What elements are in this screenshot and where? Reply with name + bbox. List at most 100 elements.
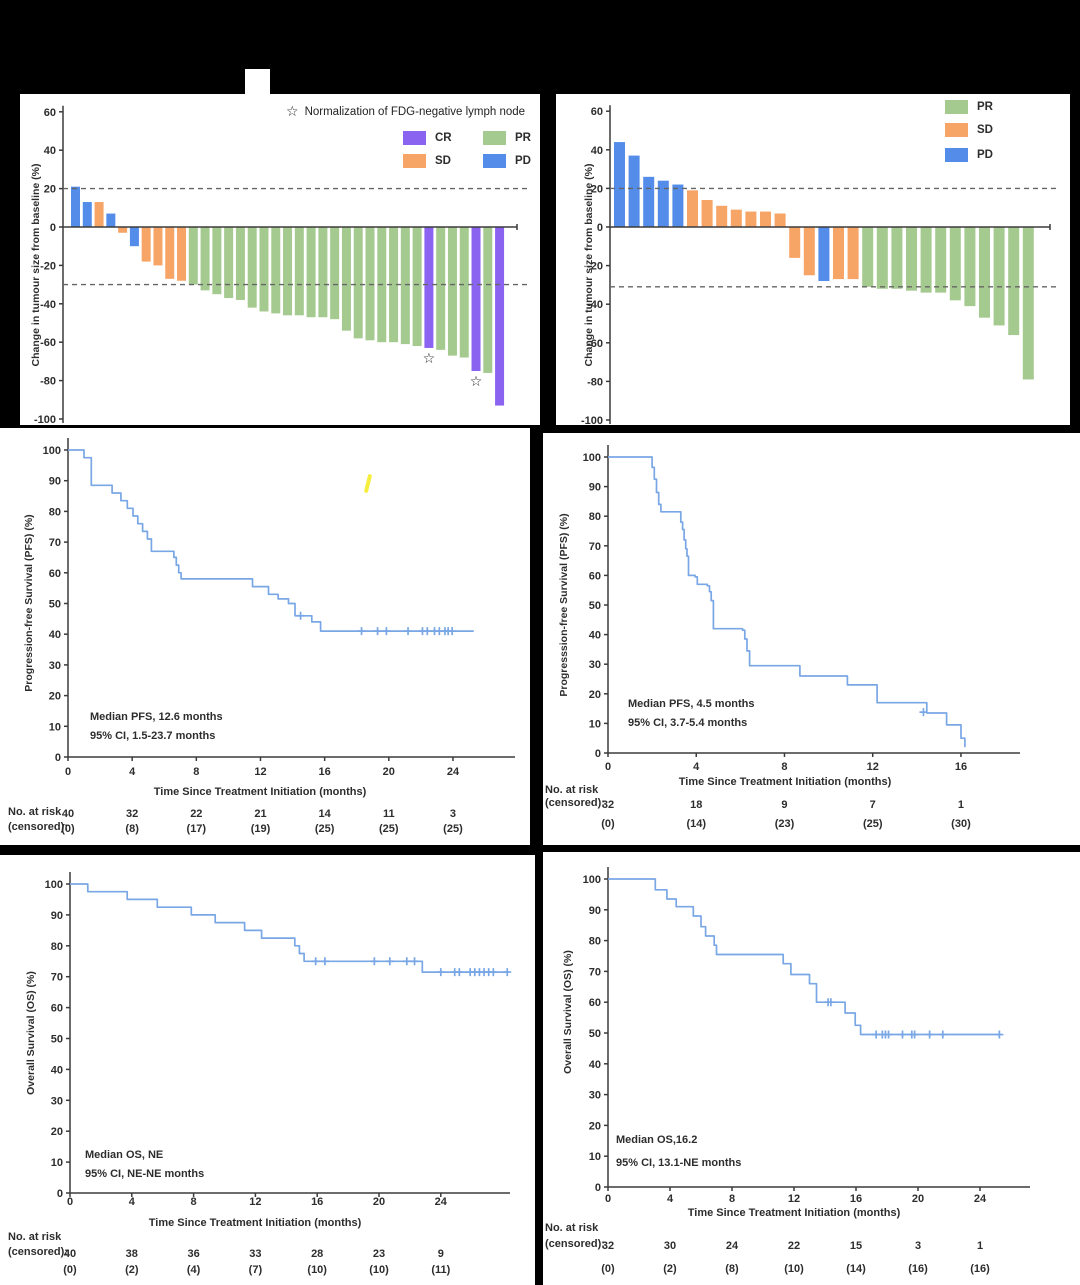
svg-text:-80: -80 — [40, 376, 56, 388]
svg-text:0: 0 — [50, 222, 56, 234]
svg-text:-100: -100 — [581, 415, 603, 425]
svg-text:60: 60 — [51, 1003, 63, 1015]
svg-text:60: 60 — [44, 107, 56, 119]
risk-table-header: No. at risk — [545, 784, 599, 796]
svg-text:0: 0 — [55, 752, 61, 764]
svg-text:21: 21 — [254, 808, 266, 820]
panel-os-left: 0 10 20 30 40 50 60 70 80 90 100 0 40 (0) 4 38 (2) 8 36 (4)… — [0, 855, 535, 1285]
panel-waterfall-right: 60 40 20 0 -20 -40 -60 -80 -100 Change in tumour… — [556, 94, 1070, 425]
median-line: Median PFS, 4.5 months — [628, 698, 755, 710]
svg-text:38: 38 — [126, 1248, 138, 1260]
pd-swatch-icon — [483, 154, 506, 168]
median-annotation: Median PFS, 12.6 months 95% CI, 1.5-23.7… — [90, 708, 223, 746]
svg-text:(2): (2) — [663, 1263, 677, 1275]
svg-text:(11): (11) — [431, 1264, 450, 1276]
pr-swatch-icon — [945, 100, 968, 114]
svg-text:18: 18 — [690, 799, 702, 811]
svg-text:(10): (10) — [784, 1263, 804, 1275]
legend-label-pd: PD — [977, 149, 993, 161]
svg-text:-40: -40 — [587, 299, 603, 311]
legend-item-pd: PD — [483, 154, 531, 168]
svg-text:80: 80 — [49, 506, 61, 518]
svg-text:12: 12 — [254, 766, 266, 778]
y-axis-label: Progresssion-free Survival (PFS) (%) — [558, 513, 570, 697]
svg-text:16: 16 — [955, 761, 967, 773]
svg-text:0: 0 — [605, 761, 611, 773]
svg-text:100: 100 — [43, 445, 61, 457]
svg-text:24: 24 — [726, 1240, 739, 1252]
svg-text:22: 22 — [788, 1240, 800, 1252]
waterfall-right-chart: 60 40 20 0 -20 -40 -60 -80 -100 — [581, 105, 1060, 425]
svg-text:7: 7 — [870, 799, 876, 811]
svg-text:100: 100 — [583, 452, 601, 464]
svg-text:22: 22 — [190, 808, 202, 820]
svg-text:4: 4 — [693, 761, 700, 773]
svg-text:-20: -20 — [40, 260, 56, 272]
svg-text:3: 3 — [450, 808, 456, 820]
svg-text:-80: -80 — [587, 376, 603, 388]
risk-table-header: No. at risk — [8, 806, 62, 818]
svg-text:20: 20 — [589, 689, 601, 701]
svg-text:(14): (14) — [686, 818, 706, 830]
svg-text:20: 20 — [44, 184, 56, 196]
ci-line: 95% CI, NE-NE months — [85, 1168, 205, 1180]
svg-text:3: 3 — [915, 1240, 921, 1252]
y-axis-label: Overall Survival (OS) (%) — [25, 971, 37, 1095]
svg-text:20: 20 — [373, 1196, 385, 1208]
svg-text:40: 40 — [64, 1248, 76, 1260]
x-axis-label: Time Since Treatment Initiation (months) — [153, 786, 367, 798]
svg-text:(25): (25) — [863, 818, 883, 830]
svg-text:60: 60 — [589, 997, 601, 1009]
svg-text:32: 32 — [602, 799, 614, 811]
svg-text:(8): (8) — [125, 823, 139, 835]
svg-text:(8): (8) — [725, 1263, 739, 1275]
svg-text:80: 80 — [589, 936, 601, 948]
ci-line: 95% CI, 3.7-5.4 months — [628, 717, 748, 729]
panel-waterfall-left: 60 40 20 0 -20 -40 -60 -80 -100 ☆ ☆ Change in tumo… — [20, 94, 540, 425]
legend-item-sd: SD — [403, 154, 451, 168]
svg-text:8: 8 — [191, 1196, 197, 1208]
svg-text:(4): (4) — [187, 1264, 201, 1276]
svg-text:(10): (10) — [307, 1264, 327, 1276]
legend-item-pr: PR — [945, 100, 993, 114]
legend-item-pd: PD — [945, 148, 993, 162]
waterfall-left-chart: 60 40 20 0 -20 -40 -60 -80 -100 ☆ ☆ — [34, 105, 527, 425]
svg-text:90: 90 — [589, 905, 601, 917]
svg-text:90: 90 — [589, 482, 601, 494]
median-annotation: Median OS, NE 95% CI, NE-NE months — [85, 1146, 204, 1184]
svg-text:70: 70 — [589, 541, 601, 553]
svg-text:40: 40 — [49, 629, 61, 641]
svg-text:16: 16 — [319, 766, 331, 778]
svg-text:(2): (2) — [125, 1264, 139, 1276]
svg-text:40: 40 — [589, 630, 601, 642]
panel-pfs-left: 0 10 20 30 40 50 60 70 80 90 100 0 40 (0) 4 32 (8) 8 22 (17… — [0, 428, 530, 845]
svg-text:0: 0 — [605, 1193, 611, 1205]
svg-text:33: 33 — [249, 1248, 261, 1260]
scan-notch-artifact — [245, 69, 270, 96]
svg-text:30: 30 — [589, 659, 601, 671]
svg-text:(17): (17) — [187, 823, 207, 835]
star-note-text: Normalization of FDG-negative lymph node — [304, 105, 526, 118]
svg-text:(0): (0) — [601, 1263, 615, 1275]
risk-table-header2: (censored): — [545, 797, 605, 809]
svg-text:4: 4 — [667, 1193, 674, 1205]
svg-text:14: 14 — [319, 808, 332, 820]
svg-text:0: 0 — [595, 1182, 601, 1194]
svg-text:10: 10 — [589, 1151, 601, 1163]
svg-text:20: 20 — [49, 691, 61, 703]
panel-pfs-right: 0 10 20 30 40 50 60 70 80 90 100 0 32 (0) 4 18 (14) 8 9 (23… — [543, 433, 1080, 845]
svg-text:(7): (7) — [249, 1264, 263, 1276]
legend-label-sd: SD — [435, 155, 451, 167]
svg-text:-100: -100 — [34, 414, 56, 425]
svg-text:11: 11 — [383, 808, 395, 820]
median-line: Median OS,16.2 — [616, 1134, 698, 1146]
svg-text:(10): (10) — [369, 1264, 389, 1276]
svg-text:50: 50 — [51, 1034, 63, 1046]
svg-text:☆: ☆ — [470, 374, 483, 390]
legend-label-pr: PR — [977, 101, 993, 113]
sd-swatch-icon — [403, 154, 426, 168]
legend-item-pr: PR — [483, 131, 531, 145]
legend-label-pd: PD — [515, 155, 531, 167]
svg-text:24: 24 — [447, 766, 460, 778]
